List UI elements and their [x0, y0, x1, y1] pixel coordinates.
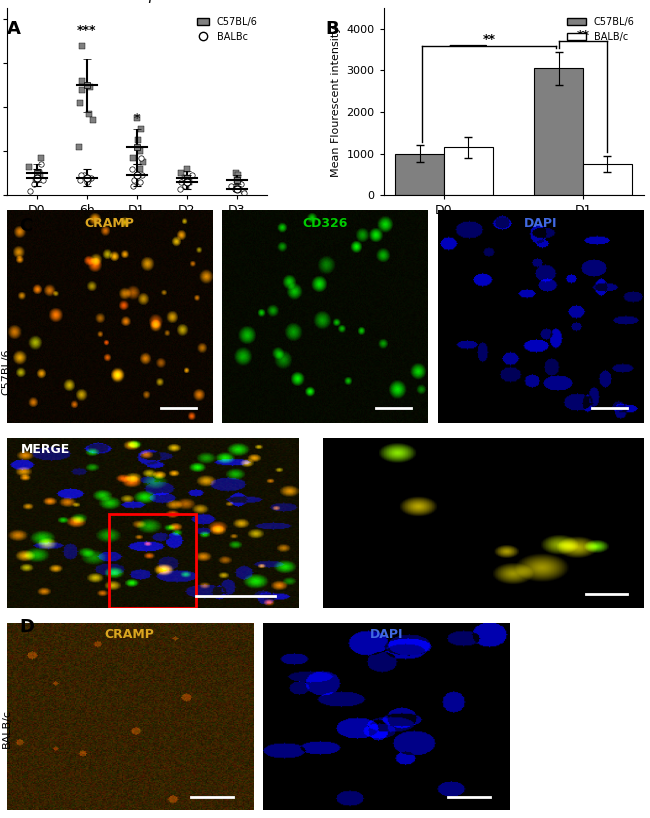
Point: [76, 83, 86, 96]
Point: [135, 175, 146, 188]
Text: BALB/c: BALB/c: [1, 708, 12, 748]
Point: [187, 169, 198, 182]
Point: [32, 167, 42, 180]
Point: [135, 145, 145, 158]
Point: [176, 175, 187, 188]
Point: [133, 133, 144, 146]
Point: [83, 173, 94, 187]
Point: [136, 123, 146, 136]
Point: [75, 173, 85, 187]
Point: [128, 151, 138, 164]
Point: [31, 173, 42, 187]
Point: [35, 151, 46, 164]
Point: [82, 175, 92, 188]
Point: [238, 184, 248, 197]
Point: [29, 178, 39, 191]
Point: [179, 173, 189, 187]
Point: [127, 162, 137, 175]
Text: CD326: CD326: [302, 217, 348, 230]
Point: [131, 111, 142, 124]
Point: [135, 162, 145, 175]
Point: [84, 107, 94, 120]
Point: [35, 169, 46, 182]
Point: [25, 184, 36, 197]
Point: [226, 180, 237, 193]
Text: DAPI: DAPI: [370, 628, 404, 641]
Point: [85, 81, 96, 94]
Point: [182, 162, 192, 175]
Point: [129, 173, 140, 187]
Point: [176, 167, 187, 180]
Point: [136, 151, 146, 164]
Point: [136, 169, 147, 182]
Point: [181, 180, 191, 193]
Title: Camp: Camp: [114, 0, 159, 2]
Bar: [583, 164, 632, 196]
Point: [128, 180, 138, 193]
Point: [88, 114, 99, 127]
Point: [233, 169, 244, 182]
Text: C: C: [20, 217, 32, 235]
Legend: C57BL/6, BALB/c: C57BL/6, BALB/c: [563, 13, 639, 46]
Legend: C57BL/6, BALBc: C57BL/6, BALBc: [194, 13, 262, 46]
Point: [233, 180, 243, 193]
Point: [78, 169, 88, 182]
Bar: [109, 515, 196, 608]
Bar: [444, 147, 493, 196]
Point: [77, 74, 87, 88]
Point: [138, 155, 148, 169]
Point: [33, 167, 44, 180]
Point: [38, 173, 48, 187]
Y-axis label: Mean Flourescent intensity: Mean Flourescent intensity: [331, 26, 341, 177]
Text: CRAMP: CRAMP: [84, 217, 134, 230]
Point: [86, 171, 97, 184]
Point: [179, 180, 190, 193]
Point: [239, 187, 249, 200]
Point: [36, 158, 46, 171]
Text: ***: ***: [77, 24, 96, 37]
Bar: [534, 69, 583, 196]
Text: DAPI: DAPI: [524, 217, 558, 230]
Point: [184, 175, 194, 188]
Point: [236, 178, 246, 191]
Text: **: **: [577, 29, 590, 42]
Point: [24, 160, 34, 173]
Text: CRAMP: CRAMP: [105, 628, 155, 641]
Title: CRAMP: CRAMP: [483, 0, 544, 2]
Point: [231, 173, 242, 187]
Text: *: *: [133, 112, 140, 124]
Text: A: A: [6, 20, 20, 38]
Text: C57BL/6: C57BL/6: [1, 349, 12, 395]
Text: D: D: [20, 618, 34, 636]
Point: [75, 97, 86, 110]
Text: **: **: [483, 33, 496, 46]
Bar: [395, 154, 444, 196]
Point: [233, 178, 244, 191]
Point: [179, 171, 190, 184]
Point: [176, 182, 186, 195]
Point: [229, 182, 240, 195]
Text: MERGE: MERGE: [21, 443, 70, 456]
Text: B: B: [325, 20, 339, 38]
Point: [75, 169, 86, 182]
Point: [230, 167, 240, 180]
Point: [74, 140, 85, 153]
Point: [77, 39, 88, 52]
